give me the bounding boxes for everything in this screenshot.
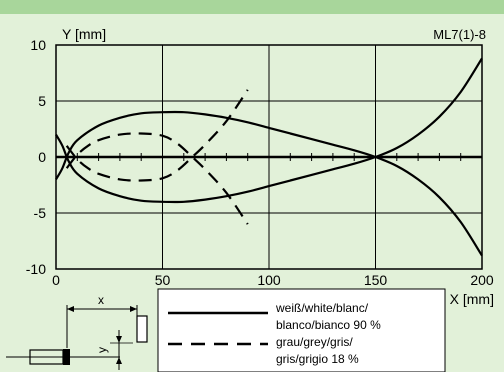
zero-axis [56,44,482,270]
y-tick-label: 5 [38,93,46,109]
top-color-bar [0,0,504,14]
legend-grey-line2: gris/grigio 18 % [276,352,359,366]
white-curve-lower [55,57,483,204]
y-tick-label: 10 [30,37,46,53]
x-axis-label: X [mm] [450,291,494,307]
x-tick-label: 0 [52,272,60,288]
x-dimension-label: x [98,293,104,307]
white-curve-upper [55,110,483,257]
y-axis-label: Y [mm] [62,26,106,42]
grey-curve-lower [65,89,249,182]
y-dimension-label: y [95,347,109,353]
legend-white-line2: blanco/bianco 90 % [276,318,381,332]
x-dimension-arrow-right [130,306,137,312]
x-tick-label: 50 [155,272,171,288]
x-tick-label: 200 [470,272,494,288]
figure-id: ML7(1)-8 [433,27,486,42]
legend-grey-line1: grau/grey/gris/ [276,335,353,349]
series-group [55,57,483,257]
y-tick-labels: 10 5 0 -5 -10 [26,37,46,277]
y-dimension-arrow-bottom [116,357,122,364]
y-tick-label: -5 [34,205,47,221]
x-dimension-arrow-left [67,306,74,312]
y-dimension-arrow-top [116,336,122,343]
legend-white-line1: weiß/white/blanc/ [275,301,369,315]
x-tick-labels: 0 50 100 150 200 [52,272,494,288]
x-tick-label: 100 [257,272,281,288]
y-tick-label: -10 [26,261,46,277]
legend: weiß/white/blanc/ blanco/bianco 90 % gra… [157,288,446,372]
sensor-diagram: x y [6,293,148,370]
grey-curve-upper [65,132,249,225]
target-plate [136,315,148,343]
legend-box [157,288,446,372]
y-tick-label: 0 [38,149,46,165]
sensor-lens [63,349,70,365]
x-tick-label: 150 [364,272,388,288]
